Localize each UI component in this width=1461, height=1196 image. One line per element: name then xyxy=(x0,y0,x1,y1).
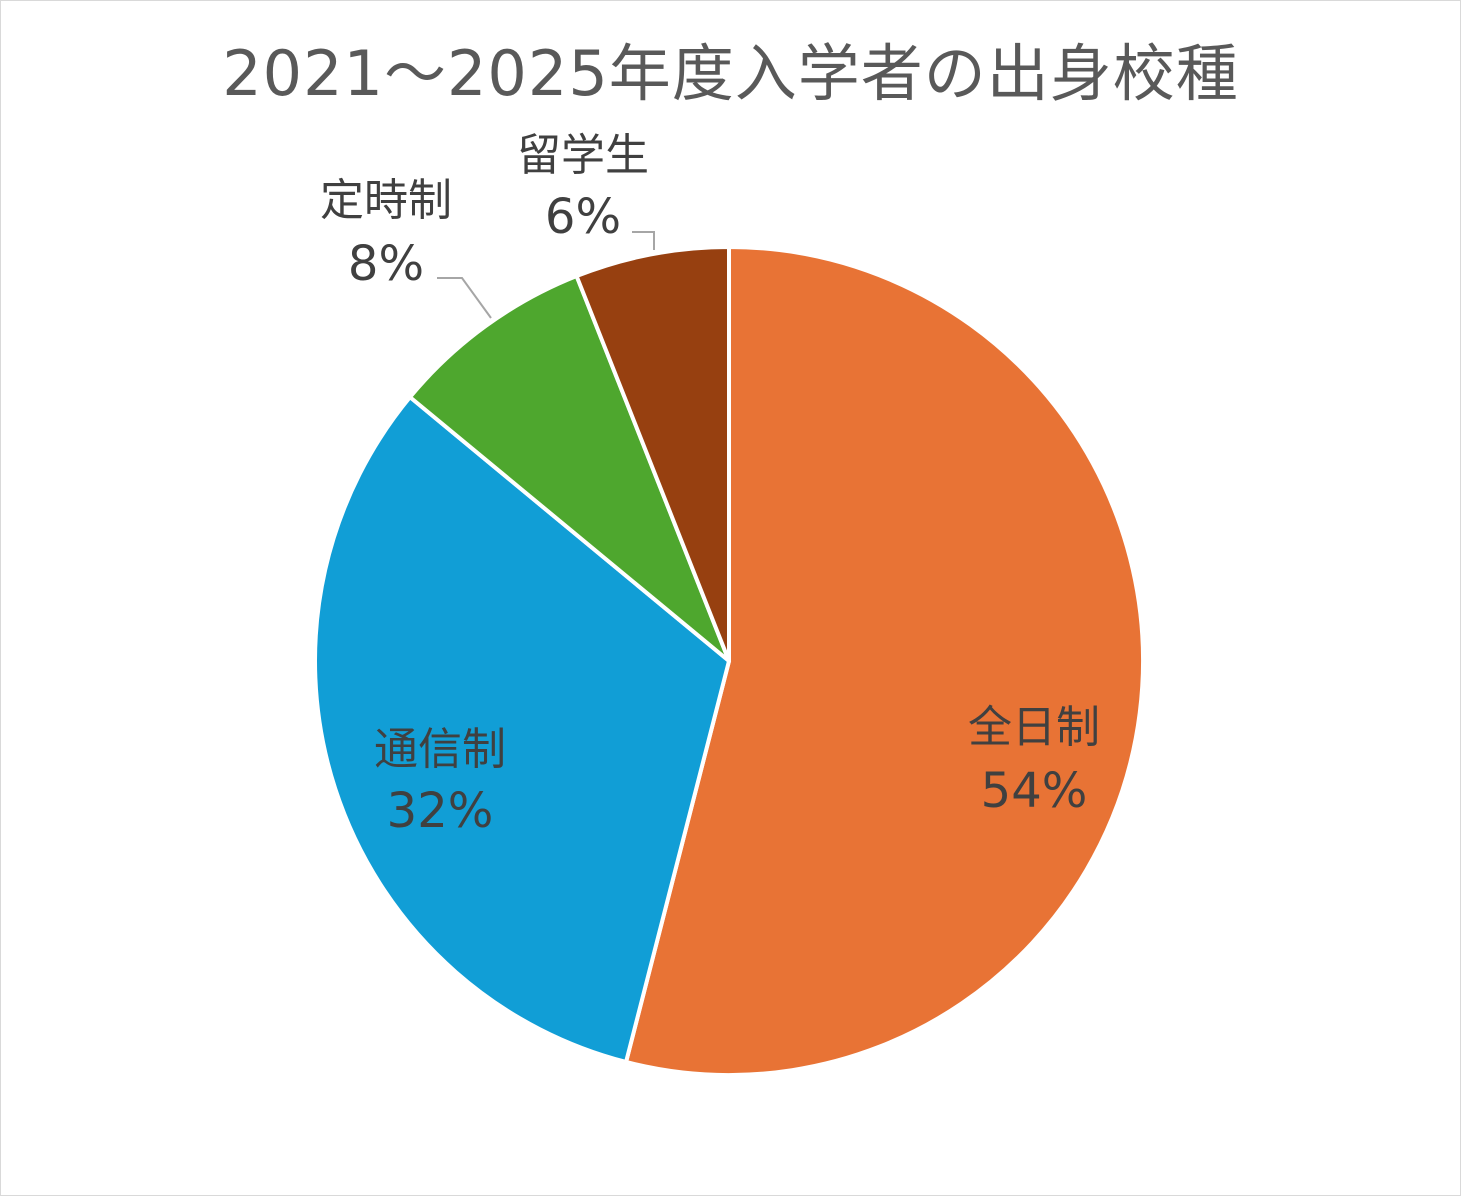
slice-percent-label: 32% xyxy=(387,783,494,839)
pie-slice-2 xyxy=(313,395,731,1064)
slice-category-label: 通信制 xyxy=(374,724,506,775)
slice-category-label: 全日制 xyxy=(968,702,1100,753)
pie-slice-4 xyxy=(574,245,731,663)
chart-title: 2021～2025年度入学者の出身校種 xyxy=(222,37,1239,110)
pie-slice-1 xyxy=(624,245,1145,1077)
leader-lines xyxy=(437,231,655,319)
slice-labels: 全日制 54% 通信制 32% 定時制 8% 留学生 6% xyxy=(320,130,1100,839)
slice-category-label: 定時制 xyxy=(320,175,452,226)
slice-category-label: 留学生 xyxy=(517,130,649,181)
leader-line xyxy=(632,231,655,250)
pie-slice-3 xyxy=(408,274,731,663)
slice-percent-label: 8% xyxy=(348,236,424,292)
pie-slices xyxy=(313,245,1145,1077)
leader-line xyxy=(437,277,492,319)
slice-percent-label: 6% xyxy=(545,189,621,245)
slice-percent-label: 54% xyxy=(981,763,1088,819)
